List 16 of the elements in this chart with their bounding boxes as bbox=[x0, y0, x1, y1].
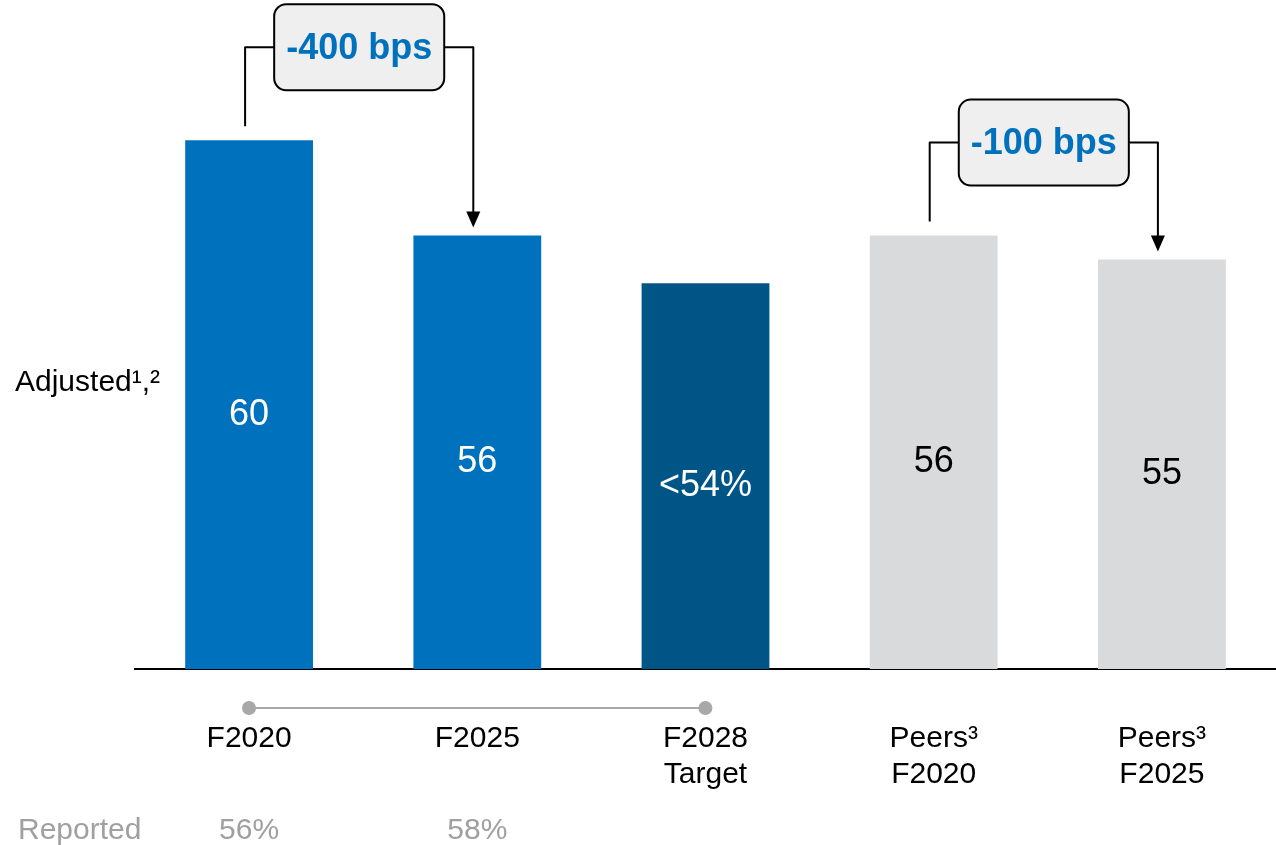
x-tick-label: F2025 bbox=[434, 720, 520, 754]
annotation: 58% bbox=[447, 812, 508, 845]
data-label: <54% bbox=[658, 463, 753, 505]
annotation: 56% bbox=[219, 812, 280, 845]
annotation: -100 bps bbox=[970, 121, 1117, 163]
y-axis-title: Adjusted¹,² bbox=[15, 364, 161, 398]
x-tick-label: F2028 Target bbox=[662, 720, 749, 790]
data-label: 56 bbox=[913, 439, 954, 481]
x-tick-label: Peers³ F2025 bbox=[1117, 720, 1207, 790]
annotation: Reported bbox=[18, 812, 142, 845]
x-tick-label: Peers³ F2020 bbox=[889, 720, 978, 790]
data-label: 60 bbox=[229, 391, 270, 433]
data-label: 55 bbox=[1141, 451, 1182, 493]
annotation: -400 bps bbox=[286, 26, 433, 68]
x-tick-label: F2020 bbox=[206, 720, 292, 754]
data-label: 56 bbox=[457, 439, 498, 481]
